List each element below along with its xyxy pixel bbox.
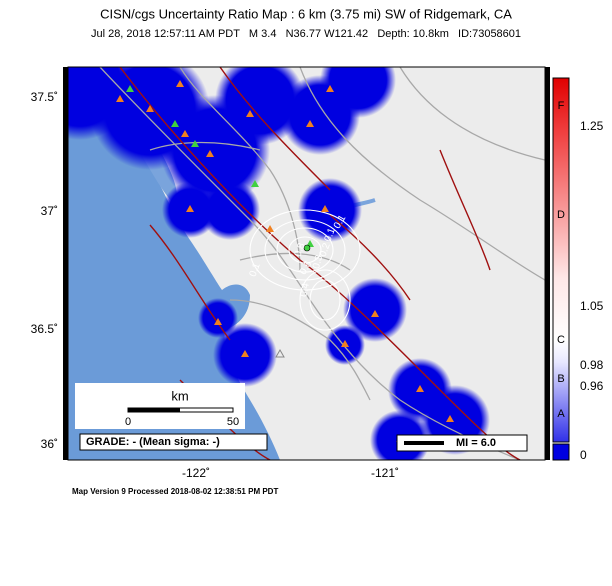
- contour-label: 0.8: [293, 241, 308, 258]
- lat-label: 37˚: [41, 204, 58, 218]
- lon-label: -122˚: [182, 466, 210, 480]
- frame-bar-left: [63, 67, 68, 460]
- title: CISN/cgs Uncertainty Ratio Map : 6 km (3…: [100, 6, 512, 21]
- lat-label: 37.5˚: [31, 90, 58, 104]
- stations: [116, 80, 454, 442]
- colorbar-min: [552, 443, 570, 461]
- lat-label: 36.5˚: [31, 322, 58, 336]
- lat-label: 36˚: [41, 437, 58, 451]
- grade-letter: C: [557, 334, 565, 346]
- grade-letter: A: [557, 408, 565, 420]
- map: [68, 67, 545, 460]
- epicenter: [303, 244, 311, 252]
- scale-box: [75, 383, 245, 429]
- colorbar-tick-label: 0.98: [580, 358, 604, 372]
- frame-bar-right: [545, 67, 550, 460]
- colorbar-labels: F D C B A 1.25 1.05 0.98 0.96 0: [557, 100, 604, 462]
- grade-letter: B: [557, 373, 564, 385]
- lon-label: -121˚: [371, 466, 399, 480]
- scale-bar: km 0 50: [75, 383, 245, 429]
- lon-labels: -122˚ -121˚: [182, 466, 399, 480]
- scale-label: 0: [125, 416, 131, 428]
- colorbar-tick-label: 0: [580, 448, 587, 462]
- contour-label: 0.1: [323, 226, 338, 243]
- lat-labels: 37.5˚ 37˚ 36.5˚ 36˚: [31, 90, 58, 451]
- contour-label: 0.4: [299, 282, 312, 298]
- colorbar-tick-label: 1.25: [580, 119, 604, 133]
- footer: Map Version 9 Processed 2018-08-02 12:38…: [72, 487, 278, 496]
- grade: GRADE: - (Mean sigma: -): [86, 436, 220, 448]
- contour-label: 0.3: [311, 253, 325, 270]
- scale-unit: km: [171, 388, 188, 403]
- mi-legend: MI = 6.0: [456, 437, 496, 449]
- uncertainty-zones: [68, 67, 490, 460]
- contour-label: 0.1: [248, 261, 263, 278]
- mi-box: [396, 434, 528, 452]
- scale-label: 50: [227, 416, 239, 428]
- mi-bar: [404, 441, 444, 445]
- contours: [249, 209, 361, 331]
- grade-letter: D: [557, 209, 565, 221]
- colorbar-tick-label: 1.05: [580, 299, 604, 313]
- grade-letter: F: [558, 100, 565, 112]
- colorbar-tick-label: 0.96: [580, 379, 604, 393]
- subtitle: Jul 28, 2018 12:57:11 AM PDT M 3.4 N36.7…: [91, 28, 521, 40]
- contour-label: 0.2: [318, 241, 333, 258]
- grade-box: [79, 433, 268, 451]
- colorbar: [552, 77, 570, 443]
